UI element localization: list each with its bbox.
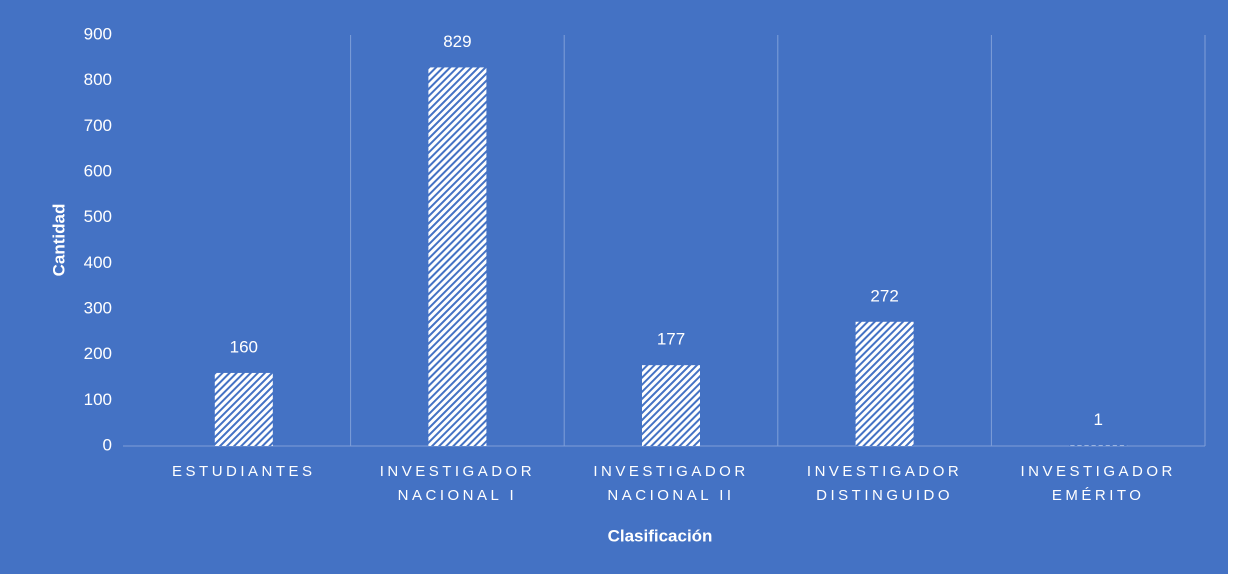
x-tick-label: ESTUDIANTES: [172, 463, 316, 480]
x-tick-label: INVESTIGADOR NACIONAL I: [379, 463, 536, 504]
bar: [428, 67, 487, 446]
y-tick-label: 200: [84, 344, 112, 363]
y-tick-label: 300: [84, 298, 112, 317]
x-tick-label: INVESTIGADOR DISTINGUIDO: [806, 463, 963, 504]
x-axis-title: Clasificación: [608, 526, 713, 545]
data-label: 272: [870, 286, 898, 305]
data-label: 177: [657, 330, 685, 349]
bar: [855, 321, 914, 446]
y-tick-label: 900: [84, 24, 112, 43]
x-tick-label: INVESTIGADOR EMÉRITO: [1020, 463, 1176, 504]
y-tick-label: 800: [84, 70, 112, 89]
x-tick-label: INVESTIGADOR NACIONAL II: [593, 463, 749, 504]
y-tick-label: 400: [84, 253, 112, 272]
y-tick-label: 0: [103, 435, 112, 454]
y-tick-label: 100: [84, 390, 112, 409]
y-tick-label: 700: [84, 116, 112, 135]
bar: [642, 365, 700, 446]
y-axis-title: Cantidad: [49, 204, 68, 277]
data-label: 829: [443, 32, 471, 51]
data-label: 1: [1093, 410, 1102, 429]
y-tick-label: 600: [84, 161, 112, 180]
data-label: 160: [230, 337, 258, 356]
y-tick-label: 500: [84, 207, 112, 226]
bar: [214, 372, 273, 446]
